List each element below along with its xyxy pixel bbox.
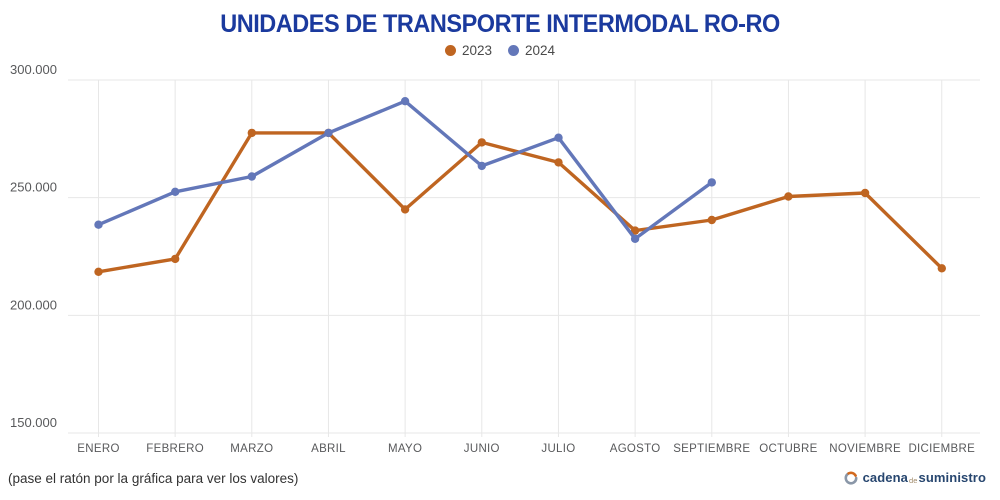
series-2024-point[interactable] (171, 187, 180, 196)
series-2024-point[interactable] (400, 97, 410, 106)
series-2023-point[interactable] (94, 267, 103, 276)
series-2024-point[interactable] (477, 161, 486, 171)
series-2023-point[interactable] (477, 138, 486, 147)
series-2024-point[interactable] (554, 133, 563, 142)
series-2023-point[interactable] (937, 264, 946, 273)
series-2024-point[interactable] (324, 128, 333, 138)
x-tick-label: FEBRERO (146, 443, 204, 455)
x-tick-label: ABRIL (311, 443, 346, 455)
legend-label-2024: 2024 (525, 43, 556, 58)
x-tick-label: AGOSTO (610, 443, 661, 455)
series-2023-point[interactable] (784, 192, 793, 201)
legend-dot-2024-icon (508, 45, 519, 56)
series-2023-point[interactable] (171, 254, 180, 264)
x-tick-label: MARZO (230, 443, 273, 455)
series-2023-point[interactable] (860, 188, 870, 198)
series-2024-point[interactable] (94, 220, 103, 229)
x-tick-label: SEPTIEMBRE (673, 443, 750, 455)
x-grid: ENERO FEBRERO MARZO ABRIL MAYO JUNIO JULIO AGOS… (77, 80, 975, 455)
hover-hint: (pase el ratón por la gráfica para ver l… (8, 471, 299, 486)
series-2024-point[interactable] (630, 234, 640, 243)
brand-logo-de: de (908, 476, 918, 485)
brand-logo[interactable]: cadenadesuministro (844, 470, 986, 485)
legend-item-2023[interactable]: 2023 (444, 43, 492, 58)
brand-logo-text: cadenadesuministro (862, 470, 986, 485)
y-tick-label: 250.000 (10, 180, 57, 195)
series-2023-point[interactable] (630, 226, 640, 235)
y-tick-label: 150.000 (10, 415, 57, 430)
series-2023-point[interactable] (554, 158, 563, 167)
x-tick-label: JUNIO (464, 443, 500, 455)
y-grid: 300.000 250.000 200.000 150.000 (10, 62, 980, 434)
series-2023-line (96, 131, 944, 274)
x-tick-label: MAYO (388, 443, 422, 455)
y-tick-label: 200.000 (10, 297, 57, 312)
x-tick-label: ENERO (77, 443, 119, 455)
legend-item-2024[interactable]: 2024 (508, 43, 555, 58)
x-tick-label: DICIEMBRE (908, 443, 975, 455)
series-2023-point[interactable] (247, 128, 256, 138)
legend-dot-2023-icon (444, 45, 456, 56)
x-tick-label: OCTUBRE (759, 443, 817, 455)
series-2023-point[interactable] (400, 205, 410, 214)
series-2024[interactable] (94, 97, 716, 243)
series-2024-point[interactable] (707, 178, 716, 187)
legend: 2023 2024 (0, 43, 1000, 58)
page-title: UNIDADES DE TRANSPORTE INTERMODAL RO-RO (220, 10, 780, 38)
brand-logo-icon (844, 471, 858, 485)
y-tick-label: 300.000 (10, 62, 57, 77)
series-2023-point[interactable] (707, 215, 716, 225)
series-2024-point[interactable] (247, 172, 256, 181)
x-tick-label: NOVIEMBRE (829, 443, 901, 455)
legend-label-2023: 2023 (461, 43, 492, 58)
x-tick-label: JULIO (541, 443, 575, 455)
